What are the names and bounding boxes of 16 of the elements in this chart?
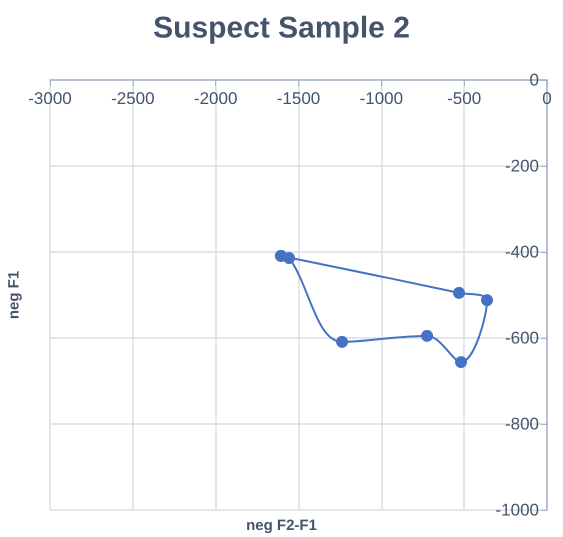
y-tick-label: -1000 [496,500,539,520]
x-tick-label: -2000 [194,89,238,108]
x-tick-label: -2500 [111,89,155,108]
x-tick-label: -1000 [360,89,404,108]
y-tick-label: 0 [530,70,539,90]
x-axis-title: neg F2-F1 [246,517,317,534]
y-tick-label: -400 [504,242,539,262]
y-tick-label: -600 [504,328,539,348]
x-tick-label: -500 [447,89,482,108]
x-tick-label: 0 [542,89,552,108]
y-tick-label: -800 [504,414,539,434]
x-tick-label: -3000 [28,89,72,108]
y-axis-title: neg F1 [6,270,22,320]
chart-title: Suspect Sample 2 [153,12,410,44]
x-tick-label: -1500 [276,89,320,108]
y-tick-label: -200 [504,156,539,176]
